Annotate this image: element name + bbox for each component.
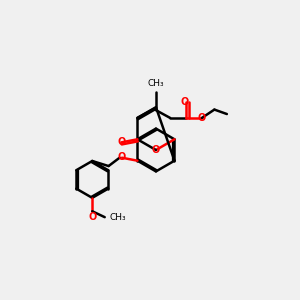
Text: O: O bbox=[198, 113, 206, 124]
Text: O: O bbox=[118, 152, 126, 162]
Text: O: O bbox=[181, 98, 189, 107]
Text: O: O bbox=[151, 145, 160, 155]
Text: CH₃: CH₃ bbox=[109, 213, 126, 222]
Text: O: O bbox=[88, 212, 96, 222]
Text: CH₃: CH₃ bbox=[148, 79, 164, 88]
Text: O: O bbox=[117, 137, 125, 147]
